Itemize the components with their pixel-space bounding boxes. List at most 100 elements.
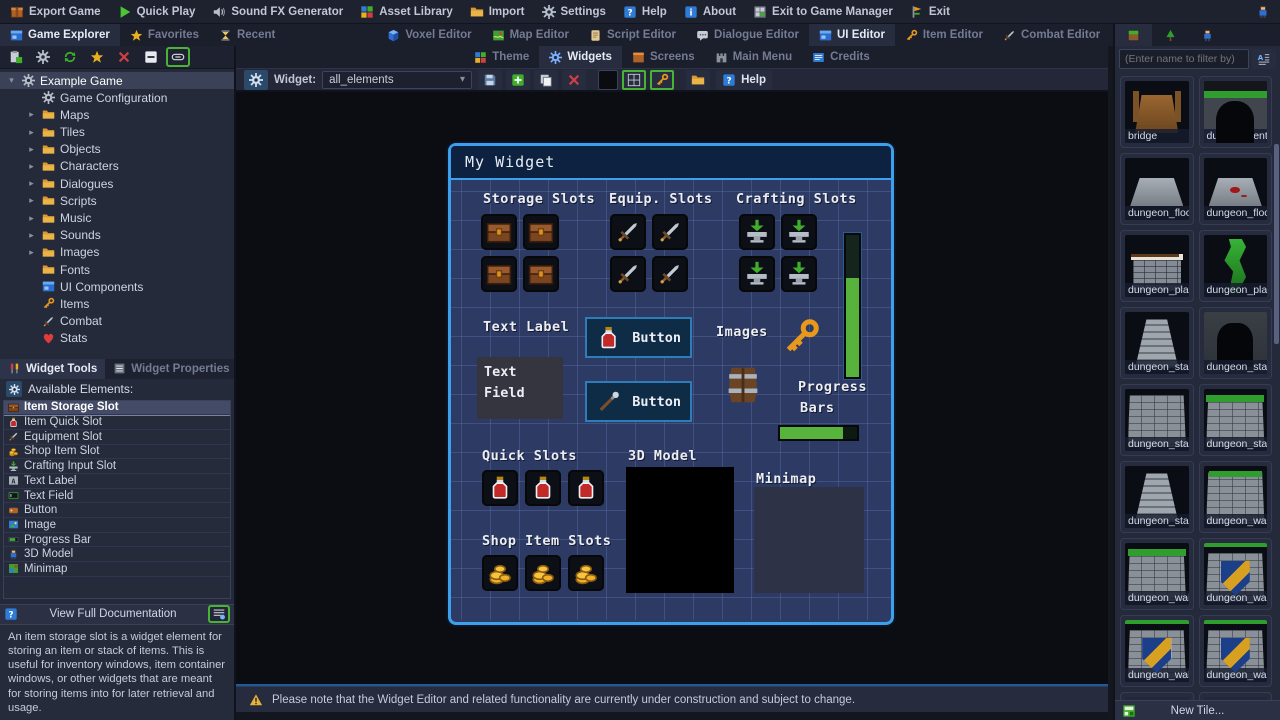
element-equipment-slot[interactable]: Equipment Slot: [4, 430, 230, 445]
element-crafting-input-slot[interactable]: Crafting Input Slot: [4, 459, 230, 474]
tab-widget-properties[interactable]: Widget Properties: [105, 359, 237, 379]
resource-tab-characters-tab-icon[interactable]: [1189, 24, 1226, 46]
tree-item-dialogues[interactable]: ▸ Dialogues: [0, 175, 234, 192]
model-viewport[interactable]: [626, 467, 734, 593]
save-icon-button[interactable]: [478, 69, 503, 90]
expander-icon[interactable]: ▸: [29, 178, 34, 189]
tree-item-scripts[interactable]: ▸ Scripts: [0, 192, 234, 209]
tile-dungeon-floo[interactable]: dungeon_floo: [1198, 153, 1272, 225]
menu-item-exit[interactable]: Exit: [910, 5, 950, 19]
tree-item-images[interactable]: ▸ Images: [0, 244, 234, 261]
element-item-storage-slot[interactable]: Item Storage Slot: [4, 400, 230, 417]
crafting-slot[interactable]: [781, 214, 817, 250]
element-3d-model[interactable]: 3D Model: [4, 547, 230, 563]
tree-item-items[interactable]: Items: [0, 295, 234, 312]
open-folder-icon-button[interactable]: [686, 69, 711, 90]
tile-dungeon-wall[interactable]: dungeon_wall: [1120, 615, 1194, 687]
tab-dialogue-editor[interactable]: Dialogue Editor: [686, 24, 809, 46]
tree-item-stats[interactable]: Stats: [0, 330, 234, 347]
button-element[interactable]: Button: [585, 317, 692, 358]
tile-dungeon-wall[interactable]: dungeon_wall: [1198, 615, 1272, 687]
toolbar-favorite-icon[interactable]: [85, 47, 109, 67]
equipment-slot[interactable]: [610, 214, 646, 250]
barrel-image[interactable]: [720, 356, 766, 414]
tile-dungeon-wall[interactable]: dungeon_wall: [1198, 461, 1272, 533]
scrollbar-thumb[interactable]: [1274, 144, 1279, 344]
menu-item-export-game[interactable]: Export Game: [10, 5, 101, 19]
toolbar-settings-icon[interactable]: [31, 47, 55, 67]
tree-item-fonts[interactable]: Fonts: [0, 261, 234, 278]
toolbar-link-icon[interactable]: [166, 46, 190, 67]
equipment-slot[interactable]: [610, 256, 646, 292]
expander-icon[interactable]: ▾: [9, 75, 14, 85]
tile-dungeon-entr[interactable]: dungeon_entr: [1198, 76, 1272, 148]
quick-slot[interactable]: [568, 470, 604, 506]
tab-credits[interactable]: Credits: [802, 46, 880, 68]
tile-dungeon-stai[interactable]: dungeon_stai: [1198, 307, 1272, 379]
documentation-settings-button[interactable]: [208, 605, 230, 624]
menu-item-about[interactable]: About: [684, 5, 736, 19]
button-element[interactable]: Button: [585, 381, 692, 422]
menu-item-help[interactable]: Help: [623, 5, 667, 19]
storage-slot[interactable]: [481, 256, 517, 292]
duplicate-icon-button[interactable]: [534, 69, 559, 90]
expander-icon[interactable]: ▸: [29, 246, 34, 257]
menu-item-sound-fx-generator[interactable]: Sound FX Generator: [212, 5, 343, 19]
menu-item-settings[interactable]: Settings: [542, 5, 606, 19]
storage-slot[interactable]: [523, 256, 559, 292]
tile-partial[interactable]: [1198, 692, 1272, 700]
vertical-progress-bar[interactable]: [843, 232, 862, 380]
crafting-slot[interactable]: [739, 214, 775, 250]
menu-item-exit-to-game-manager[interactable]: Exit to Game Manager: [753, 5, 893, 19]
tab-widget-tools[interactable]: Widget Tools: [0, 358, 106, 379]
minimap-viewport[interactable]: [754, 487, 864, 593]
text-field-element[interactable]: Text Field: [477, 357, 563, 419]
shop-slot[interactable]: [525, 555, 561, 591]
expander-icon[interactable]: ▸: [29, 212, 34, 223]
tree-item-game-configuration[interactable]: Game Configuration: [0, 89, 234, 106]
key-image[interactable]: [781, 317, 821, 357]
tab-main-menu[interactable]: Main Menu: [705, 46, 802, 68]
quick-slot[interactable]: [525, 470, 561, 506]
element-item-quick-slot[interactable]: Item Quick Slot: [4, 415, 230, 430]
widget-canvas[interactable]: My Widget Storage Slots Equip. Slots Cra…: [236, 92, 1108, 686]
tile-dungeon-plat[interactable]: dungeon_plat: [1120, 230, 1194, 302]
add-icon-button[interactable]: [506, 69, 531, 90]
equipment-slot[interactable]: [652, 214, 688, 250]
tab-favorites[interactable]: Favorites: [120, 24, 209, 46]
widget-titlebar[interactable]: My Widget: [451, 146, 891, 180]
toolbar-delete-icon[interactable]: [112, 47, 136, 67]
expander-icon[interactable]: ▸: [29, 195, 34, 206]
new-tile-button[interactable]: New Tile...: [1115, 700, 1280, 720]
expander-icon[interactable]: ▸: [29, 229, 34, 240]
tile-dungeon-plat[interactable]: dungeon_plat: [1198, 230, 1272, 302]
equipment-slot[interactable]: [652, 256, 688, 292]
menu-item-asset-library[interactable]: Asset Library: [360, 5, 453, 19]
widget-settings-button[interactable]: [244, 69, 268, 90]
tile-dungeon-stai[interactable]: dungeon_stai: [1120, 384, 1194, 456]
crafting-slot[interactable]: [781, 256, 817, 292]
menu-item-quick-play[interactable]: Quick Play: [118, 5, 195, 19]
tree-item-characters[interactable]: ▸ Characters: [0, 158, 234, 175]
tree-item-ui-components[interactable]: UI Components: [0, 278, 234, 295]
grid-toggle-icon-button[interactable]: [622, 69, 647, 90]
tile-dungeon-wall[interactable]: dungeon_wall: [1120, 538, 1194, 610]
element-progress-bar[interactable]: Progress Bar: [4, 533, 230, 548]
storage-slot[interactable]: [481, 214, 517, 250]
filter-input[interactable]: [1119, 49, 1249, 69]
menu-item-import[interactable]: Import: [470, 5, 525, 19]
tree-item-combat[interactable]: Combat: [0, 313, 234, 330]
shop-slot[interactable]: [482, 555, 518, 591]
element-minimap[interactable]: Minimap: [4, 562, 230, 577]
toolbar-collapse-all-icon[interactable]: [139, 47, 163, 67]
tab-item-editor[interactable]: Item Editor: [895, 24, 993, 46]
tree-item-music[interactable]: ▸ Music: [0, 209, 234, 226]
color-swatch-button[interactable]: [598, 69, 619, 90]
tile-dungeon-wall[interactable]: dungeon_wall: [1198, 538, 1272, 610]
tile-partial[interactable]: [1120, 692, 1194, 700]
tree-item-maps[interactable]: ▸ Maps: [0, 106, 234, 123]
toolbar-refresh-icon[interactable]: [58, 47, 82, 67]
storage-slot[interactable]: [523, 214, 559, 250]
tree-item-tiles[interactable]: ▸ Tiles: [0, 123, 234, 140]
tab-widgets[interactable]: Widgets: [539, 46, 622, 68]
